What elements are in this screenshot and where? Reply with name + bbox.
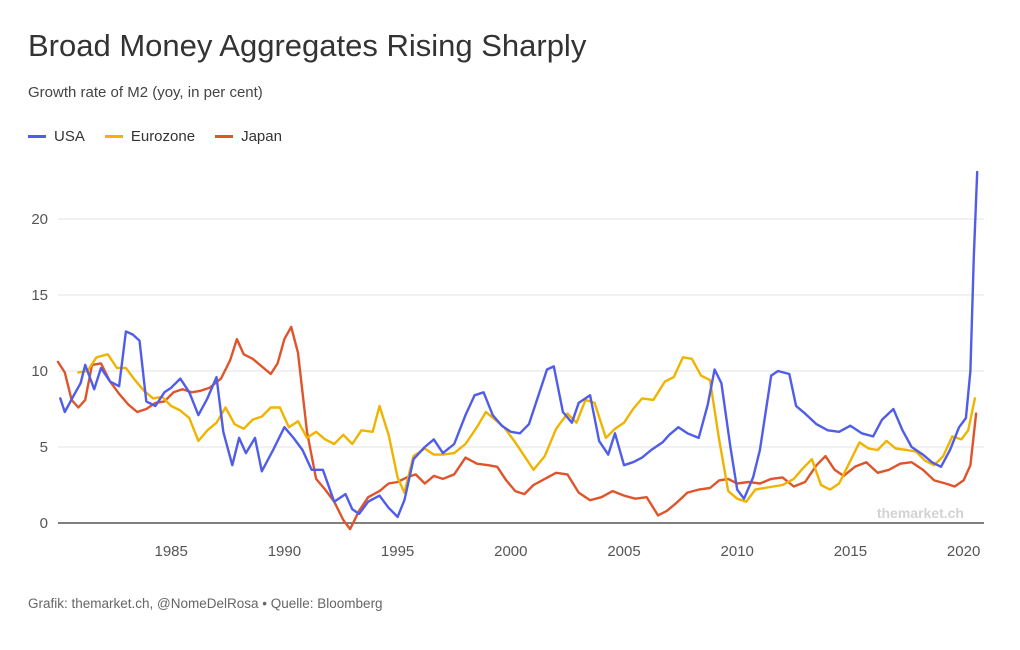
series-lines: [56, 170, 979, 531]
y-tick-label: 5: [40, 439, 48, 456]
y-tick-label: 20: [31, 211, 48, 228]
legend-swatch-japan: [215, 135, 234, 138]
x-tick-label: 2005: [607, 543, 640, 560]
chart-subtitle: Growth rate of M2 (yoy, in per cent): [28, 84, 263, 101]
y-tick-label: 0: [40, 515, 48, 532]
legend-label-eurozone: Eurozone: [130, 128, 196, 145]
legend-label-usa: USA: [54, 128, 85, 145]
chart-title: Broad Money Aggregates Rising Sharply: [28, 28, 587, 63]
legend-item-japan[interactable]: Japan: [215, 128, 282, 145]
y-tick-label: 15: [31, 287, 48, 304]
source-note: Grafik: themarket.ch, @NomeDelRosa • Que…: [28, 596, 383, 611]
x-tick-label: 1995: [381, 543, 414, 560]
series-line-usa[interactable]: [59, 170, 979, 519]
watermark: themarket.ch: [877, 505, 964, 521]
y-tick-label: 10: [31, 363, 48, 380]
legend-item-usa[interactable]: USA: [28, 128, 85, 145]
x-tick-label: 2000: [494, 543, 527, 560]
series-line-eurozone[interactable]: [77, 353, 977, 503]
x-tick-label: 1985: [155, 543, 188, 560]
axis-ticks: 0 5 10 15 20 1985 1990 1995 2000 2005 2010 2015 2020: [31, 211, 980, 560]
legend-swatch-eurozone: [104, 135, 123, 138]
legend-label-japan: Japan: [241, 128, 282, 145]
legend: USA Eurozone Japan: [28, 128, 282, 145]
legend-swatch-usa: [28, 135, 46, 138]
x-tick-label: 2015: [834, 543, 867, 560]
x-tick-label: 2010: [721, 543, 754, 560]
series-line-japan[interactable]: [56, 325, 978, 531]
x-tick-label: 1990: [268, 543, 301, 560]
grid-lines: [58, 218, 984, 524]
legend-item-eurozone[interactable]: Eurozone: [104, 128, 196, 145]
x-tick-label: 2020: [947, 543, 980, 560]
